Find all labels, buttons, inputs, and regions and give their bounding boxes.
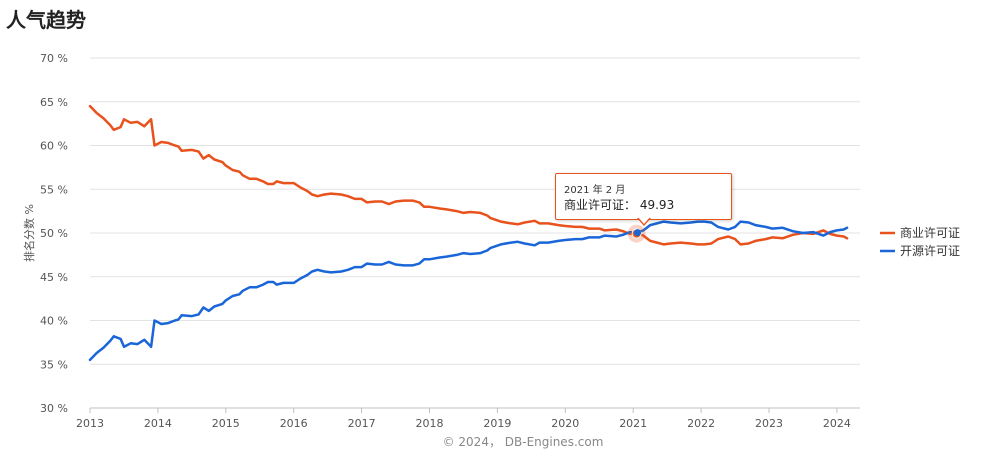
legend-label-commercial: 商业许可证	[900, 225, 960, 240]
series-line-commercial	[88, 104, 849, 246]
page-title: 人气趋势	[6, 8, 86, 32]
legend-label-open-source: 开源许可证	[900, 244, 960, 258]
tooltip-series-label: 商业许可证：	[564, 198, 637, 212]
y-tick-label-55: 55 %	[40, 183, 68, 196]
x-tick-label-2021: 2021	[619, 417, 647, 430]
x-tick-label-2014: 2014	[144, 417, 172, 430]
series-lines	[88, 104, 849, 362]
x-tick-label-2016: 2016	[280, 417, 308, 430]
grid-lines	[90, 57, 860, 409]
tooltip-date: 2021 年 2 月	[564, 185, 626, 196]
y-axis-label: 排名分数 %	[22, 204, 36, 262]
x-tick-label-2019: 2019	[483, 417, 511, 430]
y-tick-label-40: 40 %	[40, 315, 68, 328]
y-tick-label-60: 60 %	[40, 140, 68, 153]
x-tick-label-2018: 2018	[416, 417, 444, 430]
y-tick-label-50: 50 %	[40, 227, 68, 240]
x-tick-label-2013: 2013	[76, 417, 104, 430]
x-tick-label-2023: 2023	[755, 417, 783, 430]
y-tick-label-65: 65 %	[40, 96, 68, 109]
series-line-open-source	[88, 220, 849, 362]
axes: 30 % 35 % 40 % 45 % 50 % 55 % 60 % 65 % 70 % 2013…	[40, 52, 851, 430]
x-tick-label-2017: 2017	[348, 417, 376, 430]
tooltip-value: 49.93	[639, 198, 675, 212]
hover-marker-open-source	[634, 229, 642, 237]
y-tick-label-30: 30 %	[40, 402, 68, 415]
x-tick-label-2024: 2024	[823, 417, 851, 430]
tooltip-value-line: 商业许可证： 49.93	[564, 196, 674, 213]
y-tick-label-35: 35 %	[40, 358, 68, 371]
chart-tooltip: 2021 年 2 月 商业许可证： 49.93	[555, 173, 732, 226]
tooltip-arrow-inner	[638, 217, 650, 224]
chart-credit: © 2024， DB-Engines.com	[443, 435, 604, 449]
y-tick-label-45: 45 %	[40, 271, 68, 284]
hover-markers	[627, 224, 646, 243]
x-tick-label-2022: 2022	[687, 417, 715, 430]
x-tick-label-2015: 2015	[212, 417, 240, 430]
x-tick-label-2020: 2020	[551, 417, 579, 430]
y-tick-label-70: 70 %	[40, 52, 68, 65]
